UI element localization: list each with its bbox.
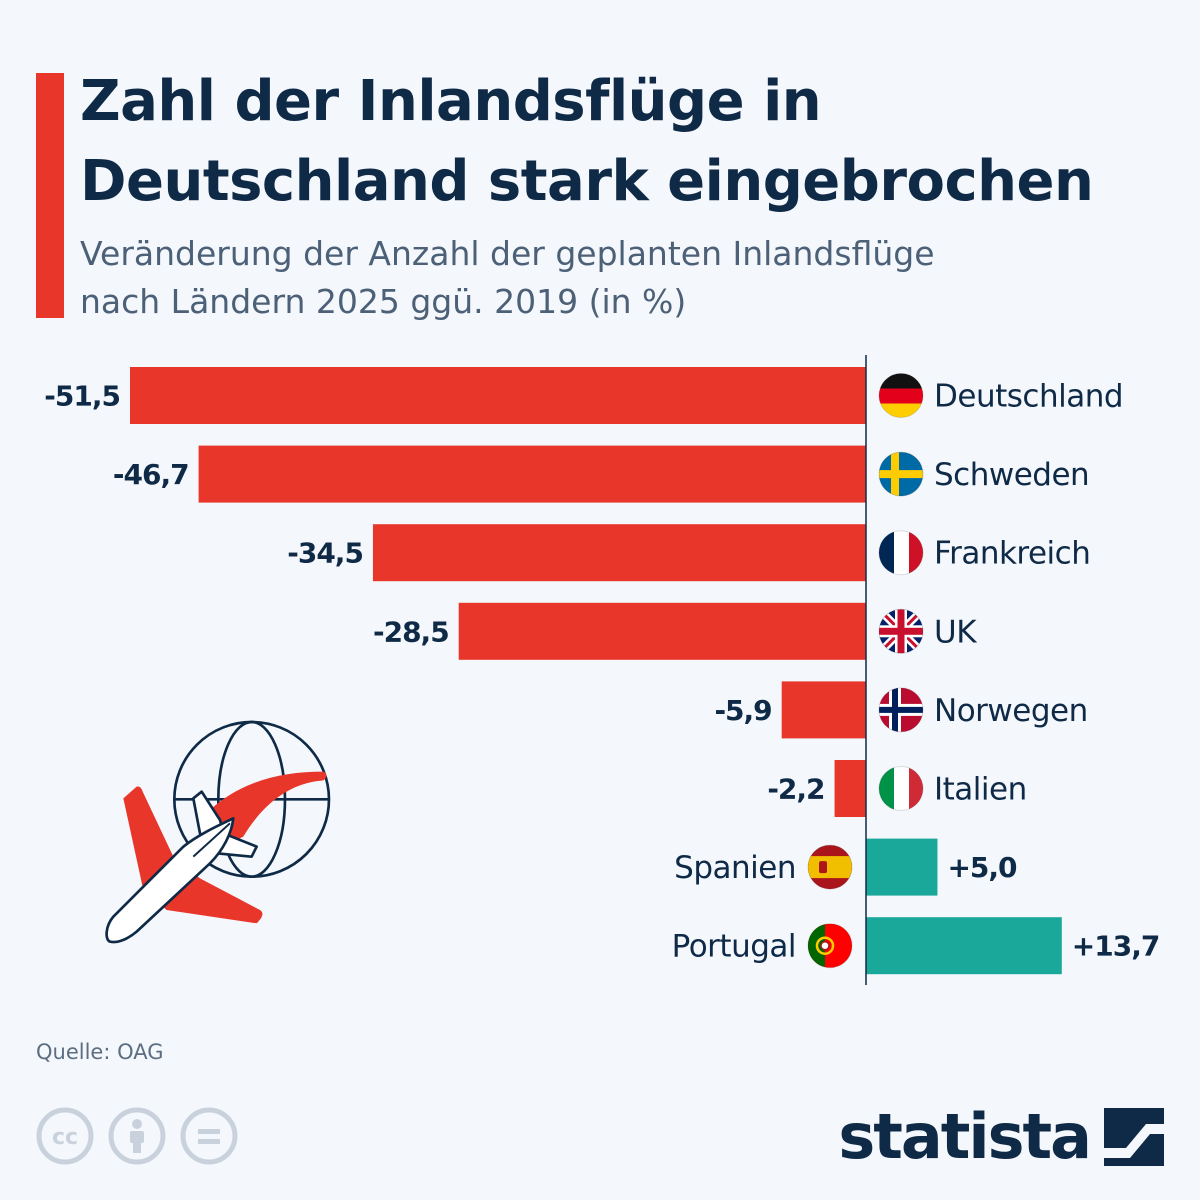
flag-uk-icon (878, 608, 924, 654)
bar-schweden (198, 445, 867, 503)
subtitle-line-1: Veränderung der Anzahl der geplanten Inl… (80, 234, 935, 273)
airplane-globe-illustration (105, 720, 331, 944)
bar-spanien (866, 838, 938, 896)
flag-france-icon (878, 530, 924, 576)
value-label: -46,7 (113, 458, 189, 491)
value-label: -2,2 (767, 773, 824, 806)
svg-text:cc: cc (52, 1125, 78, 1150)
value-label: -5,9 (714, 694, 771, 727)
bar-frankreich (372, 524, 866, 582)
flag-sweden-icon (878, 451, 924, 497)
source-note: Quelle: OAG (36, 1040, 164, 1064)
title-line-1: Zahl der Inlandsflüge in (80, 69, 822, 134)
flag-norway-icon (878, 687, 924, 733)
category-label: UK (934, 614, 977, 650)
bar-deutschland (130, 367, 866, 424)
subtitle-line-2: nach Ländern 2025 ggü. 2019 (in %) (80, 282, 687, 321)
subtitle: Veränderung der Anzahl der geplanten Inl… (80, 230, 935, 326)
value-label: -51,5 (44, 380, 120, 413)
category-label: Norwegen (934, 693, 1088, 729)
category-label: Schweden (934, 457, 1089, 493)
statista-logo: statista (838, 1100, 1164, 1173)
value-label: -28,5 (373, 615, 449, 648)
title-accent-bar (36, 73, 64, 318)
flag-italy-icon (878, 766, 924, 811)
category-label: Deutschland (934, 379, 1123, 415)
bar-uk (458, 602, 866, 660)
cc-icon[interactable]: cc (36, 1107, 94, 1165)
bar-norwegen (781, 681, 866, 739)
flag-portugal-icon (807, 923, 853, 969)
statista-mark-icon (1104, 1107, 1164, 1166)
license-icons: cc (36, 1107, 238, 1165)
category-label: Spanien (674, 850, 796, 886)
flag-germany-icon (878, 373, 924, 418)
bar-chart: -51,5 Deutschland -46,7 Schweden -34,5 Frankr… (44, 355, 1160, 985)
bar-portugal (866, 917, 1062, 975)
category-label: Portugal (672, 929, 796, 965)
bar-italien (834, 760, 866, 817)
value-label: +5,0 (947, 851, 1017, 884)
value-label: -34,5 (287, 537, 363, 570)
category-label: Frankreich (934, 536, 1090, 572)
title-line-2: Deutschland stark eingebrochen (80, 149, 1094, 214)
flag-spain-icon (807, 844, 853, 890)
value-label: +13,7 (1072, 930, 1160, 963)
no-derivatives-icon[interactable] (180, 1107, 238, 1165)
page-title: Zahl der Inlandsflüge in Deutschland sta… (80, 62, 1094, 222)
category-label: Italien (934, 772, 1027, 808)
brand-name: statista (838, 1100, 1092, 1173)
attribution-icon[interactable] (108, 1107, 166, 1165)
